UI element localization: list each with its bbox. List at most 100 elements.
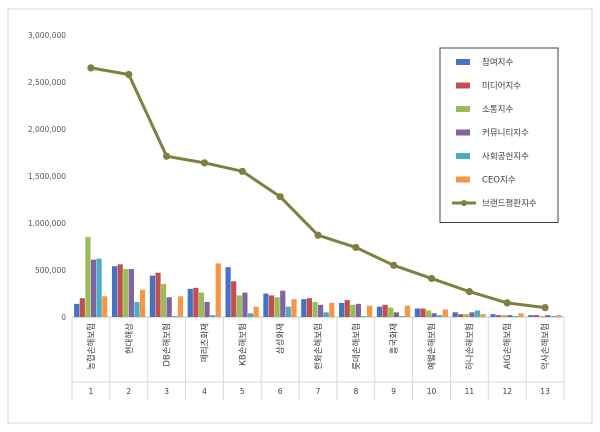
bar [225, 267, 231, 317]
bar [367, 305, 373, 317]
line-point [238, 167, 246, 175]
bar [420, 308, 426, 317]
bar [344, 300, 350, 317]
y-tick-label: 2,500,000 [28, 78, 66, 87]
bar [242, 292, 248, 317]
bar [329, 302, 335, 317]
bar [301, 299, 307, 317]
x-category-label: 메리츠화재 [200, 323, 210, 362]
bar [231, 281, 237, 317]
bar [90, 259, 97, 317]
legend-swatch [456, 153, 470, 159]
x-category-label: 하나손해보험 [464, 323, 475, 370]
x-category-label: 롯데손해보험 [352, 323, 362, 370]
x-category-label: 삼성화재 [275, 323, 286, 354]
bar [339, 302, 345, 317]
x-category-label: AIG손해보험 [503, 323, 513, 369]
bar [139, 289, 146, 317]
line-point [352, 243, 360, 252]
x-index-label: 12 [502, 387, 512, 396]
x-index-label: 10 [427, 387, 437, 396]
bars [74, 237, 562, 317]
legend-label: 브랜드평판지수 [482, 198, 537, 209]
bar [425, 310, 432, 317]
bar [323, 312, 329, 317]
bar [204, 301, 210, 317]
line-point [541, 304, 549, 312]
bar [117, 264, 123, 317]
line-point [427, 274, 436, 283]
y-tick-label: 2,000,000 [28, 125, 66, 134]
bar [490, 314, 496, 317]
bar [442, 309, 448, 317]
x-category-label: 흥국화재 [389, 323, 400, 354]
bar [274, 297, 280, 317]
legend-label: 미디어지수 [482, 81, 521, 92]
bar [128, 269, 134, 317]
bar [376, 306, 383, 317]
bar [318, 304, 324, 317]
bar [74, 303, 80, 317]
bar [469, 312, 475, 317]
bar [399, 316, 405, 317]
y-tick-label: 1,000,000 [28, 219, 66, 228]
x-index-label: 4 [202, 387, 207, 396]
legend-label: 참여지수 [482, 57, 513, 68]
bar [236, 295, 242, 317]
x-index-label: 5 [240, 387, 245, 396]
line-point [276, 193, 284, 201]
bar [463, 314, 469, 317]
bar [102, 296, 108, 317]
axes: 0 500,000 1,000,000 1,500,000 2,000,000 2,500… [28, 31, 565, 400]
bar [134, 301, 140, 317]
y-tick-label: 500,000 [35, 266, 66, 275]
x-index-label: 11 [465, 387, 475, 396]
bar [518, 313, 524, 317]
bar [285, 306, 291, 317]
line-point [503, 299, 511, 307]
bar [545, 315, 551, 317]
x-category-label: 한화손해보험 [314, 323, 324, 370]
x-index-label: 6 [278, 387, 283, 396]
line-point [390, 261, 398, 269]
bar [355, 303, 362, 317]
brand-index-line [87, 64, 549, 312]
bar [496, 315, 502, 317]
line-point [465, 288, 473, 296]
bar [96, 258, 102, 317]
bar [177, 296, 184, 317]
bar [512, 316, 519, 317]
legend-swatch-marker [461, 200, 467, 206]
bar [247, 313, 254, 317]
bar [480, 314, 486, 317]
legend-swatch [456, 176, 470, 183]
bar [404, 305, 411, 317]
bar [361, 316, 367, 317]
bar [161, 284, 167, 317]
bar [393, 312, 399, 317]
bar [388, 307, 394, 317]
legend-swatch [456, 59, 470, 65]
bar [507, 315, 513, 317]
bar [550, 316, 556, 317]
bar [166, 297, 172, 317]
x-category-label: DB손해보험 [163, 323, 173, 367]
y-tick-label: 3,000,000 [28, 31, 66, 40]
legend-swatch [456, 129, 470, 136]
legend-swatch [456, 82, 470, 89]
bar [474, 310, 481, 317]
bar [306, 298, 312, 317]
bar [123, 269, 129, 317]
x-index-label: 8 [353, 387, 358, 396]
bar [193, 287, 199, 317]
bar [528, 315, 534, 317]
x-index-label: 3 [164, 387, 169, 396]
x-index-label: 7 [316, 387, 321, 396]
bar [291, 299, 297, 317]
bar [539, 316, 545, 317]
bar [172, 316, 178, 317]
line-point [87, 64, 95, 72]
bar [452, 312, 458, 317]
